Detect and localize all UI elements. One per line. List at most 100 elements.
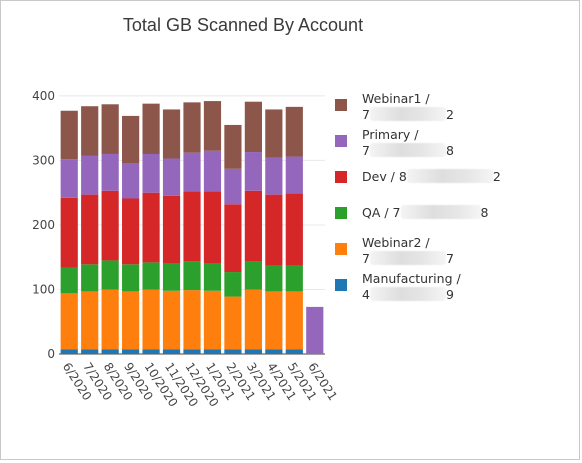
bar-segment-webinar2[interactable] bbox=[285, 291, 303, 350]
bar-segment-primary[interactable] bbox=[306, 306, 324, 354]
bar-segment-qa[interactable] bbox=[285, 265, 303, 292]
bar-segment-manufacturing[interactable] bbox=[81, 349, 99, 354]
bar-segment-qa[interactable] bbox=[162, 263, 181, 291]
bar-segment-qa[interactable] bbox=[142, 262, 160, 290]
bar-segment-webinar2[interactable] bbox=[162, 290, 181, 350]
bar-segment-primary[interactable] bbox=[81, 155, 99, 195]
legend-label: Webinar2 /7 7 bbox=[362, 235, 562, 267]
y-tick-label: 100 bbox=[32, 282, 55, 296]
bar-segment-primary[interactable] bbox=[122, 163, 140, 199]
bar-segment-qa[interactable] bbox=[81, 264, 99, 292]
legend-item-dev[interactable]: Dev / 8 2 bbox=[335, 163, 575, 199]
bar-segment-primary[interactable] bbox=[142, 153, 160, 193]
bar-segment-webinar1[interactable] bbox=[285, 106, 303, 157]
legend-label-line1: Webinar2 / bbox=[362, 235, 430, 250]
redacted-account-id bbox=[369, 251, 446, 265]
bar-segment-qa[interactable] bbox=[224, 272, 242, 297]
legend-label-suffix: 8 bbox=[480, 205, 489, 220]
bar-segment-manufacturing[interactable] bbox=[285, 349, 303, 354]
bar-segment-webinar2[interactable] bbox=[122, 291, 140, 350]
bar-segment-dev[interactable] bbox=[81, 194, 99, 265]
bar-segment-dev[interactable] bbox=[224, 204, 242, 273]
legend-label: Manufacturing /4 9 bbox=[362, 271, 562, 303]
bar-segment-dev[interactable] bbox=[122, 198, 140, 265]
legend-label-suffix: 2 bbox=[445, 107, 454, 122]
legend-label: Primary /7 8 bbox=[362, 127, 562, 159]
bar-segment-webinar2[interactable] bbox=[265, 291, 283, 350]
bar-segment-webinar1[interactable] bbox=[142, 103, 160, 154]
bar-segment-webinar2[interactable] bbox=[224, 296, 242, 350]
bar-segment-manufacturing[interactable] bbox=[224, 349, 242, 354]
bar-segment-webinar2[interactable] bbox=[183, 290, 201, 350]
bar-segment-dev[interactable] bbox=[60, 197, 78, 268]
bar-segment-webinar1[interactable] bbox=[203, 101, 222, 151]
legend-item-manufacturing[interactable]: Manufacturing /4 9 bbox=[335, 271, 575, 307]
bar-segment-webinar1[interactable] bbox=[224, 124, 242, 169]
bar-segment-manufacturing[interactable] bbox=[60, 349, 78, 354]
legend-item-qa[interactable]: QA / 7 8 bbox=[335, 199, 575, 235]
bar-segment-primary[interactable] bbox=[162, 158, 181, 196]
bar-segment-qa[interactable] bbox=[203, 263, 222, 291]
legend-label-suffix: 9 bbox=[445, 287, 454, 302]
legend-label-prefix: 4 bbox=[362, 287, 370, 302]
legend-item-webinar1[interactable]: Webinar1 /7 2 bbox=[335, 91, 575, 127]
bar-segment-webinar2[interactable] bbox=[101, 289, 119, 350]
bar-segment-webinar1[interactable] bbox=[101, 104, 119, 154]
legend-label-line1: Manufacturing / bbox=[362, 271, 461, 286]
bar-segment-webinar1[interactable] bbox=[244, 101, 262, 153]
bar-segment-dev[interactable] bbox=[142, 192, 160, 263]
bar-segment-webinar2[interactable] bbox=[60, 293, 78, 350]
legend-label-line1: QA / 7 bbox=[362, 205, 401, 220]
bar-segment-primary[interactable] bbox=[285, 156, 303, 194]
bar-segment-webinar2[interactable] bbox=[244, 289, 262, 350]
bar-segment-primary[interactable] bbox=[265, 157, 283, 195]
legend-label-line1: Primary / bbox=[362, 127, 419, 142]
bar-segment-webinar1[interactable] bbox=[60, 110, 78, 160]
legend-item-webinar2[interactable]: Webinar2 /7 7 bbox=[335, 235, 575, 271]
legend-item-primary[interactable]: Primary /7 8 bbox=[335, 127, 575, 163]
bar-segment-qa[interactable] bbox=[60, 267, 78, 294]
bar-segment-dev[interactable] bbox=[203, 191, 222, 264]
bar-segment-dev[interactable] bbox=[244, 190, 262, 262]
bar-segment-manufacturing[interactable] bbox=[265, 349, 283, 354]
legend-label-prefix: 7 bbox=[362, 107, 370, 122]
bar-segment-qa[interactable] bbox=[244, 261, 262, 290]
legend-swatch bbox=[335, 99, 347, 111]
bar-segment-primary[interactable] bbox=[224, 168, 242, 205]
bar-segment-webinar2[interactable] bbox=[203, 290, 222, 350]
legend-label: QA / 7 8 bbox=[362, 205, 562, 221]
bar-segment-webinar1[interactable] bbox=[81, 106, 99, 156]
bar-segment-primary[interactable] bbox=[183, 152, 201, 192]
bar-segment-webinar1[interactable] bbox=[265, 109, 283, 158]
bar-segment-dev[interactable] bbox=[265, 194, 283, 266]
bar-segment-qa[interactable] bbox=[183, 261, 201, 291]
bar-segment-qa[interactable] bbox=[122, 264, 140, 292]
legend-label-suffix: 7 bbox=[445, 251, 454, 266]
bar-segment-webinar1[interactable] bbox=[162, 109, 181, 159]
bar-segment-webinar2[interactable] bbox=[81, 291, 99, 350]
bar-segment-dev[interactable] bbox=[285, 193, 303, 266]
bar-segment-primary[interactable] bbox=[60, 159, 78, 198]
bar-segment-primary[interactable] bbox=[101, 153, 119, 191]
bar-segment-dev[interactable] bbox=[162, 195, 181, 264]
bar-segment-manufacturing[interactable] bbox=[244, 349, 262, 354]
bar-segment-dev[interactable] bbox=[101, 190, 119, 261]
bar-segment-manufacturing[interactable] bbox=[101, 349, 119, 354]
bar-segment-dev[interactable] bbox=[183, 191, 201, 262]
bar-segment-manufacturing[interactable] bbox=[162, 349, 181, 354]
bar-segment-qa[interactable] bbox=[101, 260, 119, 290]
bar-segment-manufacturing[interactable] bbox=[203, 349, 222, 354]
redacted-account-id bbox=[369, 287, 446, 301]
bar-segment-webinar1[interactable] bbox=[183, 102, 201, 153]
y-tick-label: 300 bbox=[32, 153, 55, 167]
bar-segment-qa[interactable] bbox=[265, 265, 283, 292]
bar-segment-manufacturing[interactable] bbox=[183, 349, 201, 354]
bar-segment-webinar2[interactable] bbox=[142, 289, 160, 350]
bar-segment-webinar1[interactable] bbox=[122, 115, 140, 164]
bar-segment-manufacturing[interactable] bbox=[142, 349, 160, 354]
bar-segment-manufacturing[interactable] bbox=[122, 349, 140, 354]
chart-title: Total GB Scanned By Account bbox=[122, 15, 364, 35]
bar-segment-primary[interactable] bbox=[203, 150, 222, 192]
bar-segment-primary[interactable] bbox=[244, 152, 262, 191]
